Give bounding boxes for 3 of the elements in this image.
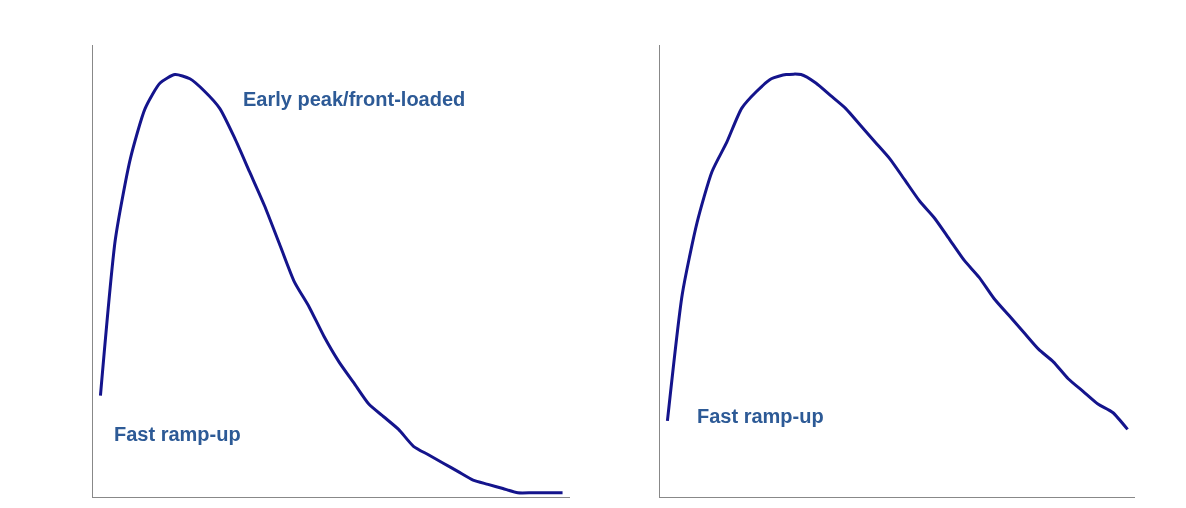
annotation: Fast ramp-up — [114, 423, 241, 445]
annotation: Early peak/front-loaded — [243, 88, 466, 110]
annotation: Fast ramp-up — [697, 405, 824, 427]
